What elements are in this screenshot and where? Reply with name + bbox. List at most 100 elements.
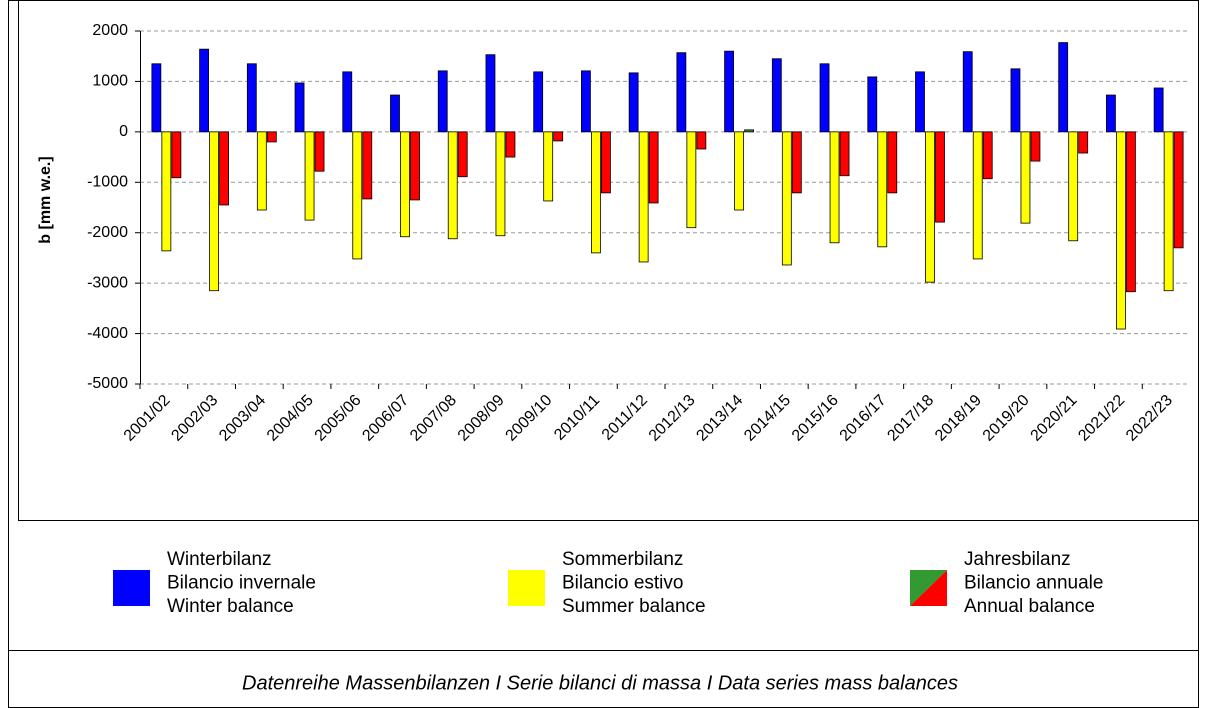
bar <box>447 131 458 240</box>
y-tick-label: -3000 <box>87 274 128 291</box>
x-tick-label: 2012/13 <box>646 392 699 445</box>
bar <box>209 131 219 292</box>
bar <box>352 131 363 260</box>
bar <box>1020 131 1031 224</box>
bar <box>581 70 591 133</box>
x-tick-label: 2008/09 <box>455 392 508 445</box>
x-tick-label: 2022/23 <box>1123 392 1176 445</box>
bar <box>1106 94 1116 133</box>
x-tick-label: 2004/05 <box>264 392 317 445</box>
x-tick-label: 2009/10 <box>503 392 556 445</box>
bar <box>972 131 983 260</box>
bar <box>400 131 410 238</box>
y-tick-label: 1000 <box>92 73 128 90</box>
legend-label: Winterbilanz <box>167 549 272 570</box>
x-tick-label: 2014/15 <box>741 392 794 445</box>
bar <box>151 63 162 133</box>
legend-label: Bilancio invernale <box>167 573 316 594</box>
bar <box>887 131 898 194</box>
bar <box>485 54 496 133</box>
bar <box>342 71 353 133</box>
x-tick-label: 2015/16 <box>789 392 842 445</box>
bar <box>771 58 782 133</box>
legend-swatch <box>508 570 545 606</box>
legend-label: Annual balance <box>964 596 1095 617</box>
bar <box>1030 131 1041 162</box>
bar <box>495 131 506 237</box>
x-tick-label: 2013/14 <box>693 392 746 445</box>
y-axis-label: b [mm w.e.] <box>37 156 54 243</box>
legend-label: Sommerbilanz <box>562 549 683 570</box>
bar <box>962 51 973 133</box>
x-tick-label: 2010/11 <box>551 392 603 444</box>
bar <box>1173 131 1184 249</box>
bar <box>199 48 209 133</box>
legend-label: Winter balance <box>167 596 294 617</box>
bar <box>982 131 993 180</box>
bar <box>591 131 601 254</box>
bar <box>533 71 544 133</box>
bar <box>724 50 734 133</box>
bar <box>1126 131 1136 293</box>
y-tick-label: 0 <box>119 123 128 140</box>
bar <box>1058 42 1069 133</box>
x-tick-label: 2005/06 <box>312 392 365 445</box>
legend-label: Summer balance <box>562 596 706 617</box>
x-tick-label: 2019/20 <box>980 392 1033 445</box>
x-tick-label: 2018/19 <box>932 392 985 445</box>
bar <box>1153 87 1164 133</box>
x-tick-label: 2006/07 <box>359 392 412 445</box>
bar <box>686 131 697 229</box>
x-tick-label: 2020/21 <box>1028 392 1081 445</box>
legend-swatch <box>910 570 947 606</box>
bar <box>1068 131 1079 242</box>
bar <box>256 131 267 211</box>
legend-label: Bilancio annuale <box>964 573 1103 594</box>
bar <box>410 131 420 201</box>
x-tick-label: 2021/22 <box>1075 392 1128 445</box>
bar <box>925 131 935 283</box>
legend-label: Bilancio estivo <box>562 573 683 594</box>
bar <box>314 131 325 172</box>
bar <box>294 82 305 133</box>
bar <box>505 131 516 158</box>
legend-label: Jahresbilanz <box>964 549 1071 570</box>
bar <box>390 94 400 133</box>
y-tick-label: -2000 <box>87 224 128 241</box>
bar <box>877 131 888 248</box>
bar <box>457 131 468 178</box>
bar <box>676 52 687 133</box>
bar <box>915 71 925 133</box>
bar <box>1078 131 1089 154</box>
bar <box>246 63 257 133</box>
bar <box>266 131 277 143</box>
bar <box>628 72 639 133</box>
bar <box>161 131 172 252</box>
bar <box>171 131 182 179</box>
x-tick-label: 2016/17 <box>837 392 890 445</box>
x-tick-label: 2003/04 <box>216 392 269 445</box>
x-tick-label: 2007/08 <box>407 392 460 445</box>
bar <box>543 131 554 202</box>
y-tick-label: 2000 <box>92 22 128 39</box>
bar <box>744 129 754 133</box>
x-tick-label: 2001/02 <box>121 392 174 445</box>
bar <box>829 131 840 244</box>
bar <box>648 131 659 204</box>
bar <box>839 131 850 177</box>
bar <box>791 131 802 194</box>
y-tick-label: -1000 <box>87 174 128 191</box>
bar <box>935 131 945 223</box>
bar <box>638 131 649 263</box>
bar <box>362 131 373 200</box>
x-tick-label: 2002/03 <box>168 392 221 445</box>
bar <box>819 63 830 133</box>
legend-swatch <box>113 570 150 606</box>
y-tick-label: -4000 <box>87 325 128 342</box>
x-tick-label: 2011/12 <box>599 392 651 444</box>
bar <box>696 131 707 150</box>
bar <box>734 131 744 211</box>
x-tick-label: 2017/18 <box>884 392 937 445</box>
